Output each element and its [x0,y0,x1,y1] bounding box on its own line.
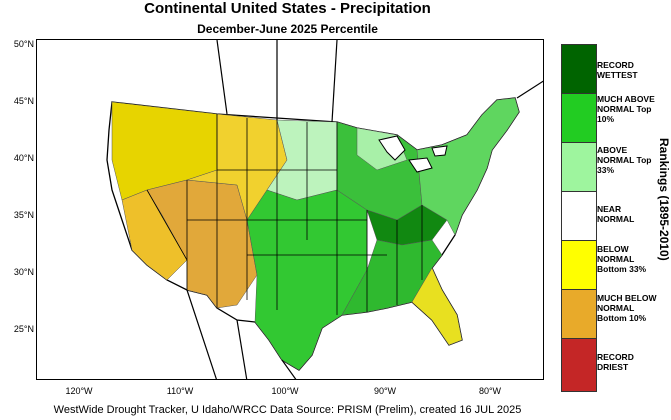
state-borders [146,114,423,315]
lat-label-40: 40°N [13,153,34,163]
legend-label-much-above: MUCH ABOVE NORMAL Top 10% [597,94,655,124]
lat-label-50: 50°N [13,39,34,49]
country-borders [186,40,543,379]
lon-label-80: 80°W [478,386,502,396]
precipitation-map [36,39,544,380]
footer-source: WestWide Drought Tracker, U Idaho/WRCC D… [53,404,522,416]
lon-label-110: 110°W [166,386,194,396]
legend-swatch-record-wettest [561,44,597,98]
legend-label-record-wettest: RECORD WETTEST [597,60,638,80]
legend-label-below: BELOW NORMAL Bottom 33% [597,244,647,274]
lon-label-100: 100°W [271,386,299,396]
legend-swatch-above [561,142,597,196]
legend-swatch-record-driest [561,338,597,392]
legend-label-record-driest: RECORD DRIEST [597,352,634,372]
legend-title: Rankings (1895-2010) [657,138,671,261]
lat-label-25: 25°N [13,324,34,334]
map-subtitle: December-June 2025 Percentile [197,22,378,36]
legend-swatch-much-below [561,289,597,343]
legend-swatch-below [561,240,597,294]
great-lakes [378,135,448,173]
lon-label-120: 120°W [65,386,93,396]
lat-label-30: 30°N [13,267,34,277]
region-florida-below [411,267,463,346]
map-title: Continental United States - Precipitatio… [144,0,431,17]
legend-label-much-below: MUCH BELOW NORMAL Bottom 10% [597,293,657,323]
region-northeast-above [416,97,520,236]
lat-label-45: 45°N [13,96,34,106]
us-map-svg [106,40,543,379]
legend-label-near: NEAR NORMAL [597,204,635,224]
lon-label-90: 90°W [373,386,397,396]
legend-label-above: ABOVE NORMAL Top 33% [597,145,652,175]
legend-swatch-near [561,191,597,245]
lat-label-35: 35°N [13,210,34,220]
legend-swatch-much-above [561,93,597,147]
